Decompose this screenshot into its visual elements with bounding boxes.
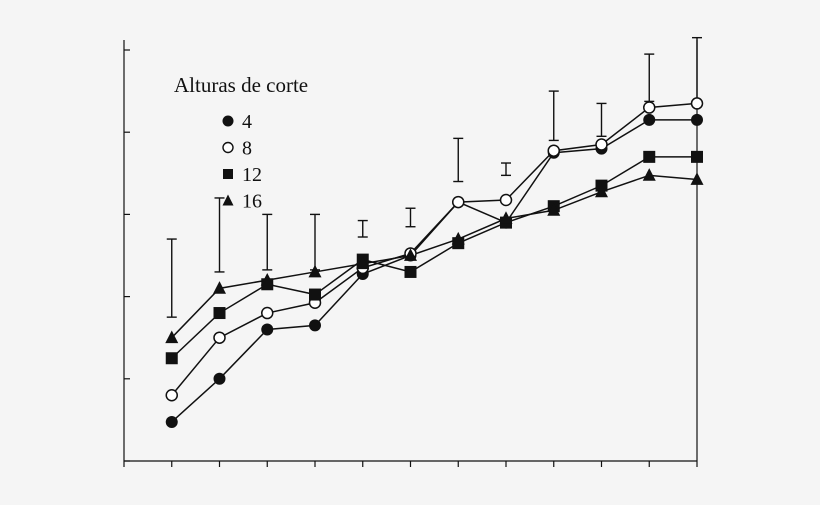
error-bar — [453, 137, 464, 183]
point-series-4 — [213, 372, 226, 385]
legend-title: Alturas de corte — [174, 73, 308, 97]
axes — [123, 40, 698, 467]
series-line-16 — [171, 174, 698, 339]
error-bar — [357, 219, 368, 238]
point-series-8 — [643, 101, 656, 114]
point-series-8 — [690, 97, 704, 110]
point-series-8 — [547, 144, 560, 157]
point-series-12 — [404, 265, 417, 278]
series-line-8 — [171, 102, 698, 396]
point-series-4 — [643, 113, 656, 126]
error-bar — [310, 213, 320, 271]
legend-entry-16: 16 — [222, 191, 262, 213]
series-lines — [171, 102, 698, 423]
point-series-4 — [691, 113, 703, 126]
legend-entry-4: 4 — [222, 111, 252, 133]
point-series-8 — [165, 388, 178, 402]
error-bar — [166, 238, 177, 318]
legend: Alturas de corte 4 8 12 16 — [174, 73, 308, 213]
point-series-16 — [690, 172, 704, 185]
point-series-4 — [261, 323, 274, 336]
legend-marker — [222, 194, 234, 206]
series-line-12 — [171, 156, 697, 359]
legend-marker — [222, 115, 234, 127]
legend-label: 4 — [242, 111, 252, 133]
legend-entry-12: 12 — [223, 164, 262, 186]
point-series-16 — [308, 264, 322, 278]
series-markers — [165, 97, 704, 428]
error-bar — [548, 90, 559, 142]
point-series-16 — [595, 184, 608, 198]
point-series-8 — [452, 195, 465, 209]
point-series-12 — [309, 288, 321, 301]
point-series-4 — [165, 415, 178, 428]
point-series-16 — [547, 203, 561, 216]
error-bar — [262, 213, 273, 271]
error-bar — [214, 197, 225, 273]
point-series-8 — [261, 306, 274, 320]
point-series-16 — [260, 272, 274, 286]
point-series-12 — [691, 150, 703, 163]
point-series-16 — [165, 330, 179, 344]
point-series-12 — [165, 352, 178, 365]
point-series-8 — [499, 193, 513, 207]
point-series-16 — [404, 248, 417, 261]
point-series-4 — [309, 319, 321, 332]
error-bar — [692, 36, 702, 103]
error-bars — [166, 36, 702, 318]
error-bar — [501, 162, 511, 177]
legend-label: 8 — [242, 138, 252, 160]
point-series-16 — [451, 231, 465, 245]
point-series-16 — [356, 256, 370, 270]
point-series-16 — [499, 211, 513, 224]
point-series-8 — [595, 138, 608, 151]
point-series-12 — [643, 150, 656, 163]
point-series-8 — [213, 331, 226, 344]
legend-marker — [223, 169, 233, 179]
error-bar — [644, 53, 655, 103]
point-series-16 — [213, 281, 226, 294]
error-bar — [596, 102, 607, 138]
legend-entry-8: 8 — [222, 138, 252, 160]
legend-marker — [222, 141, 234, 154]
point-series-12 — [213, 307, 226, 320]
point-series-16 — [642, 168, 656, 181]
error-bar — [405, 207, 416, 228]
legend-label: 12 — [242, 164, 262, 186]
legend-label: 16 — [242, 191, 262, 213]
